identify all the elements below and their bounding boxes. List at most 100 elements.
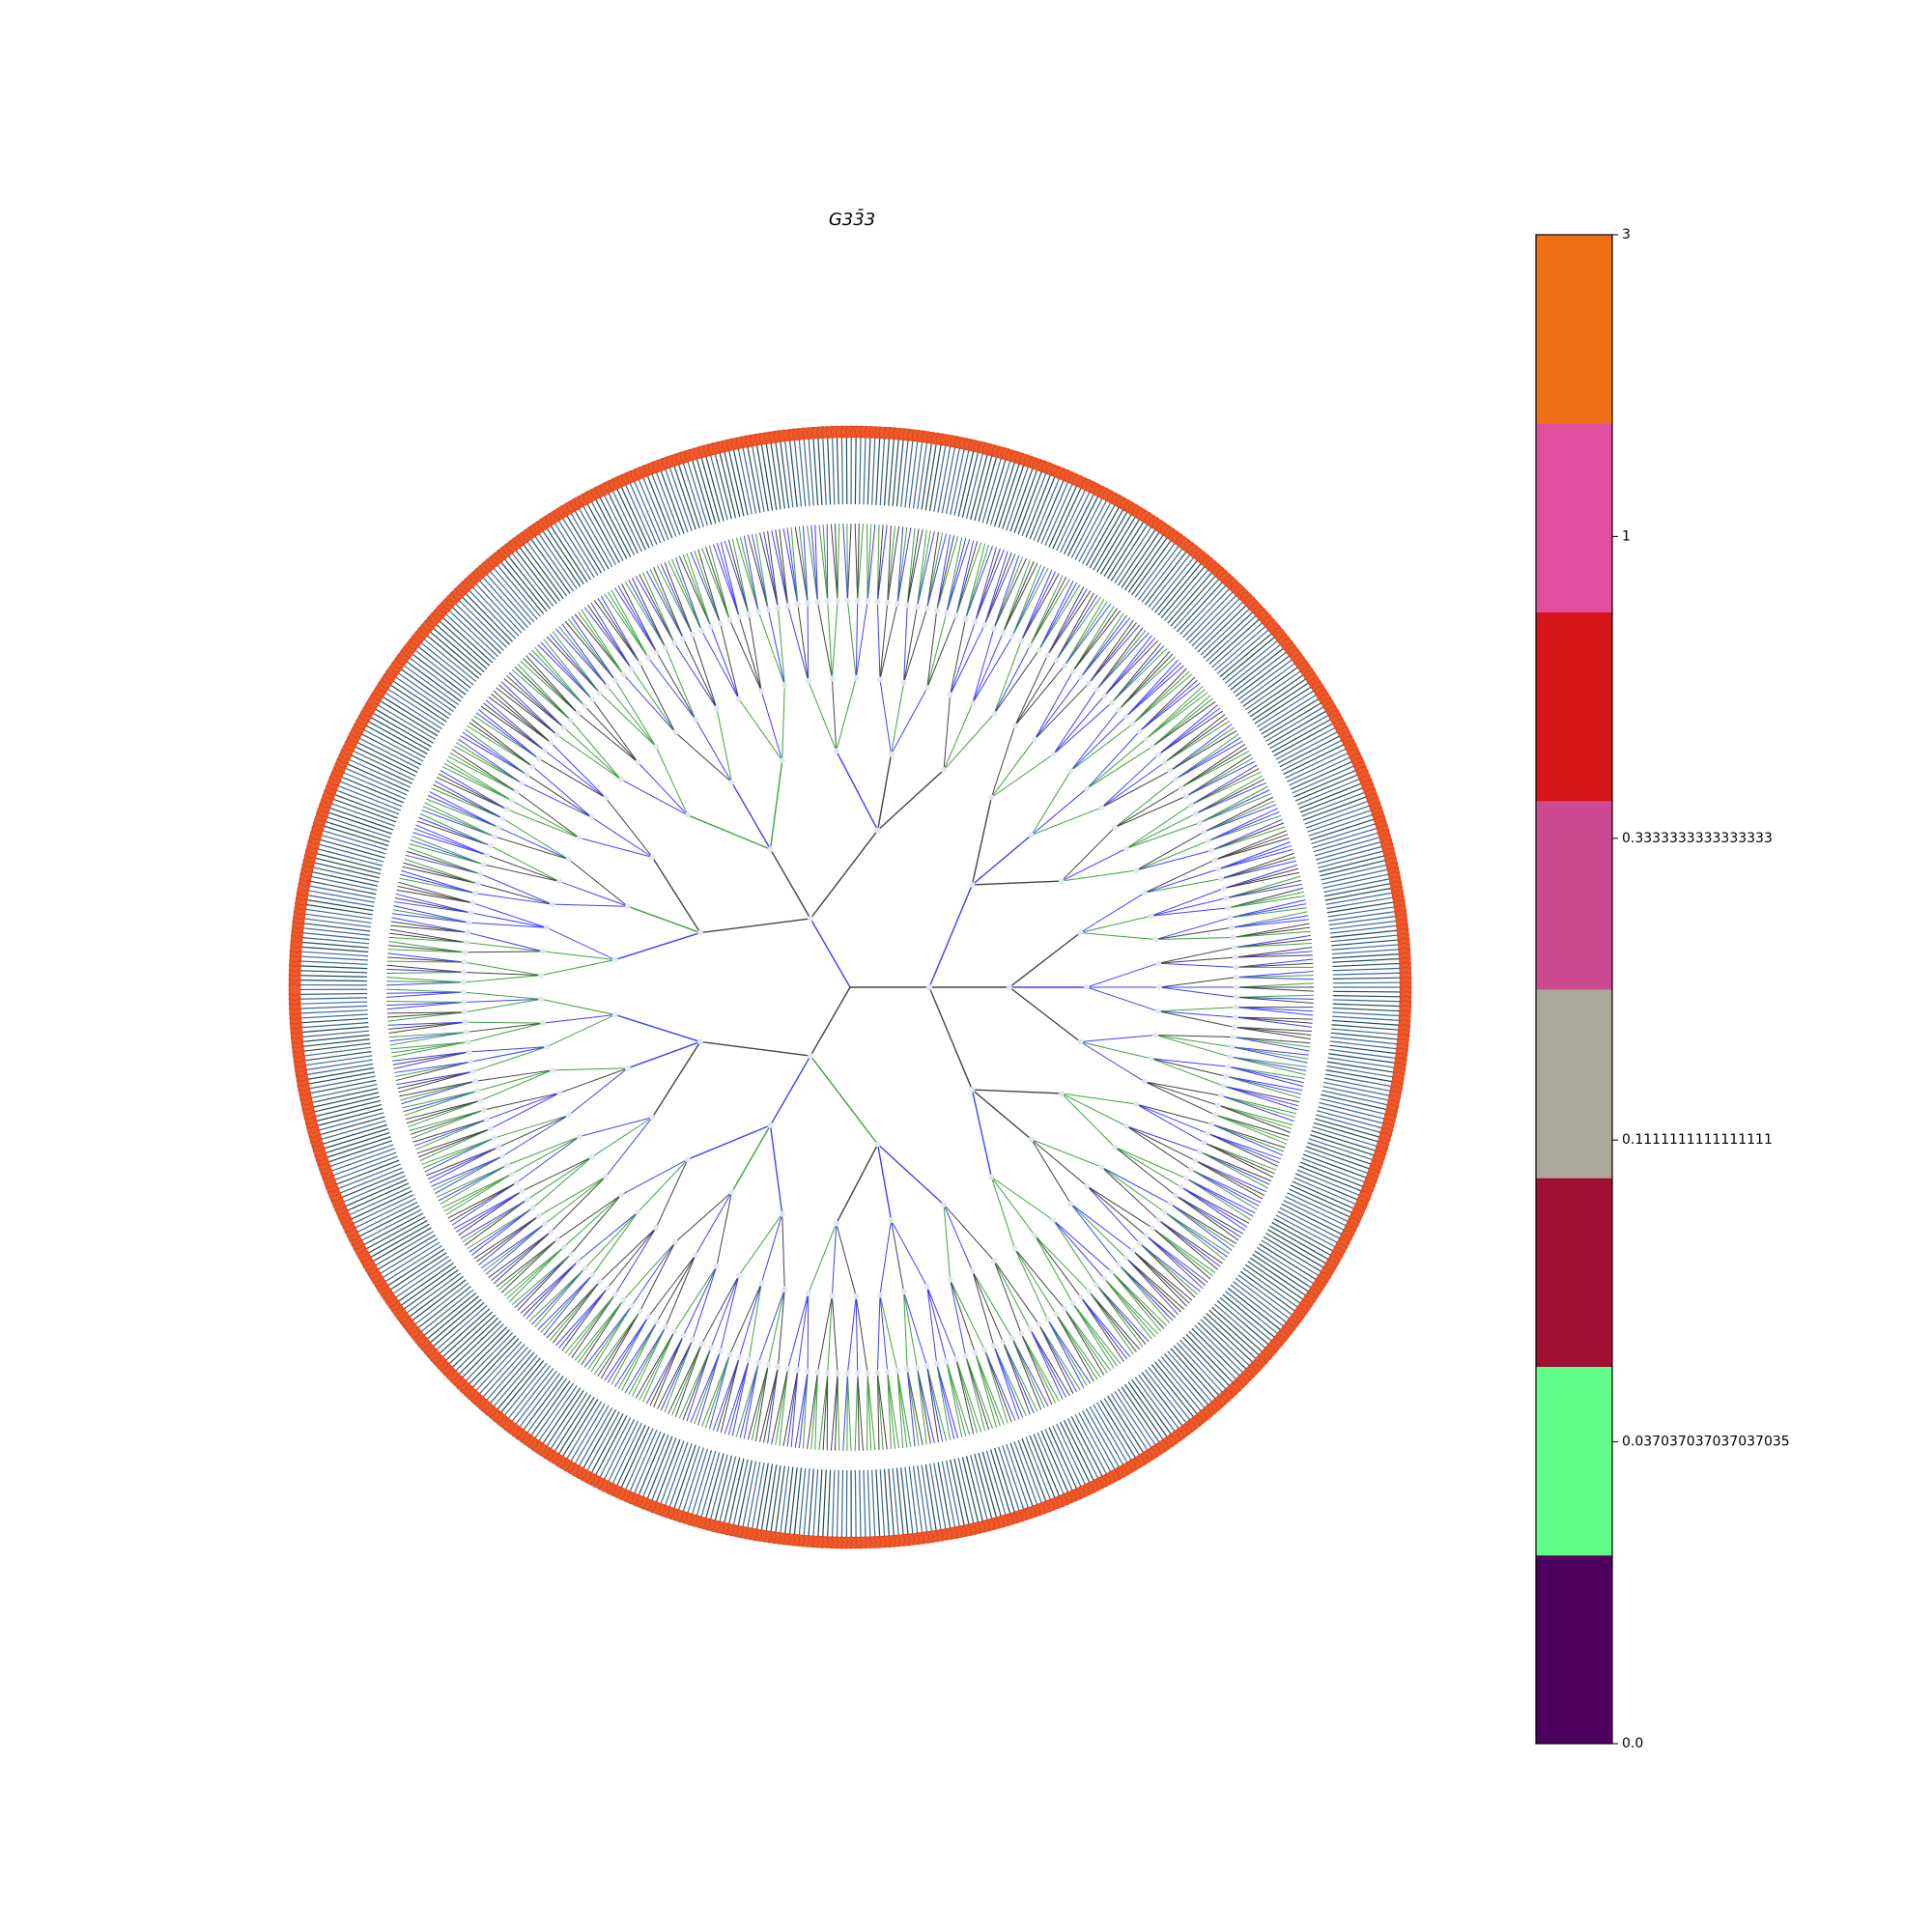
edge	[955, 541, 979, 616]
edge	[1095, 1284, 1150, 1343]
edge	[1226, 879, 1302, 899]
edge	[464, 961, 542, 977]
edge	[876, 524, 880, 603]
edge	[544, 750, 607, 799]
outer-edge	[863, 437, 867, 505]
edge	[971, 1089, 1033, 1141]
outer-edge	[420, 1289, 474, 1333]
edge	[1020, 569, 1053, 641]
edge	[1031, 770, 1071, 836]
edge	[1114, 1146, 1186, 1179]
edge	[517, 664, 572, 721]
edge	[928, 884, 974, 988]
edge	[531, 1267, 585, 1325]
outer-edge	[705, 1453, 724, 1520]
outer-edge	[1017, 1439, 1042, 1504]
edge	[392, 913, 469, 923]
outer-edge	[714, 453, 732, 520]
outer-edge	[1279, 735, 1341, 768]
edge	[916, 529, 927, 608]
edge	[607, 591, 649, 659]
outer-edge	[974, 1453, 993, 1520]
edge	[470, 912, 548, 928]
edge	[975, 1352, 1001, 1427]
edge	[486, 1092, 560, 1121]
outer-edge	[1332, 990, 1401, 993]
node	[824, 1370, 831, 1377]
node	[653, 1225, 660, 1232]
edge	[1080, 1034, 1156, 1042]
edge	[1034, 1235, 1090, 1292]
outer-edge	[859, 1469, 862, 1538]
edge	[497, 684, 558, 736]
edge	[638, 1158, 689, 1213]
outer-edge	[1025, 473, 1052, 538]
edge	[754, 1364, 769, 1442]
edge	[906, 528, 920, 606]
outer-edge	[348, 1186, 412, 1216]
outer-edge	[1293, 769, 1357, 798]
outer-edge	[1121, 1386, 1160, 1443]
edge	[943, 1204, 995, 1262]
node	[1155, 1216, 1162, 1223]
outer-edge	[538, 532, 578, 590]
node	[962, 1352, 969, 1359]
edge	[955, 1358, 979, 1434]
outer-edge	[309, 1079, 377, 1094]
edge	[1047, 586, 1085, 656]
edge	[514, 1254, 572, 1309]
outer-edge	[441, 1311, 494, 1358]
node	[472, 890, 479, 896]
outer-edge	[1332, 995, 1401, 998]
outer-edge	[507, 554, 551, 610]
edge	[441, 766, 512, 802]
node	[794, 1367, 801, 1374]
outer-edge	[312, 1092, 380, 1108]
outer-edge	[1330, 1032, 1399, 1040]
edge	[394, 901, 471, 914]
outer-edge	[1296, 778, 1360, 806]
outer-edge	[752, 1462, 765, 1530]
edge	[568, 859, 629, 907]
node	[884, 1369, 891, 1376]
edge	[826, 524, 829, 602]
edge	[1111, 1271, 1162, 1332]
node	[499, 815, 506, 822]
edge	[983, 552, 1012, 626]
edge	[424, 1137, 495, 1173]
outer-edge	[497, 564, 541, 617]
outer-edge	[620, 1426, 650, 1489]
node	[895, 1367, 901, 1374]
node	[914, 1364, 921, 1371]
edge	[1170, 730, 1237, 772]
node	[1058, 1090, 1065, 1096]
outer-edge	[1331, 949, 1400, 955]
edge	[1236, 982, 1315, 988]
edge	[552, 903, 628, 907]
edge	[390, 1041, 469, 1054]
outer-edge	[1264, 706, 1324, 742]
edge	[887, 1372, 895, 1449]
outer-edge	[1237, 1274, 1293, 1316]
outer-edge	[917, 441, 928, 509]
node	[1069, 668, 1076, 675]
outer-edge	[1233, 651, 1288, 694]
edge	[769, 1055, 811, 1126]
edge	[433, 783, 503, 819]
outer-edge	[306, 1067, 375, 1080]
edge	[490, 1093, 560, 1129]
outer-edge	[379, 1237, 439, 1275]
edge	[705, 1353, 730, 1429]
edge	[782, 527, 799, 605]
edge	[1236, 977, 1314, 980]
node	[684, 811, 691, 818]
outer-edge	[677, 1445, 700, 1511]
outer-edge	[392, 1255, 449, 1294]
outer-edge	[310, 875, 378, 892]
edge	[846, 523, 852, 602]
outer-edge	[664, 1441, 689, 1507]
edge	[478, 1215, 539, 1265]
edge	[456, 1190, 523, 1233]
edge	[1228, 1065, 1304, 1084]
edge	[854, 1373, 859, 1451]
